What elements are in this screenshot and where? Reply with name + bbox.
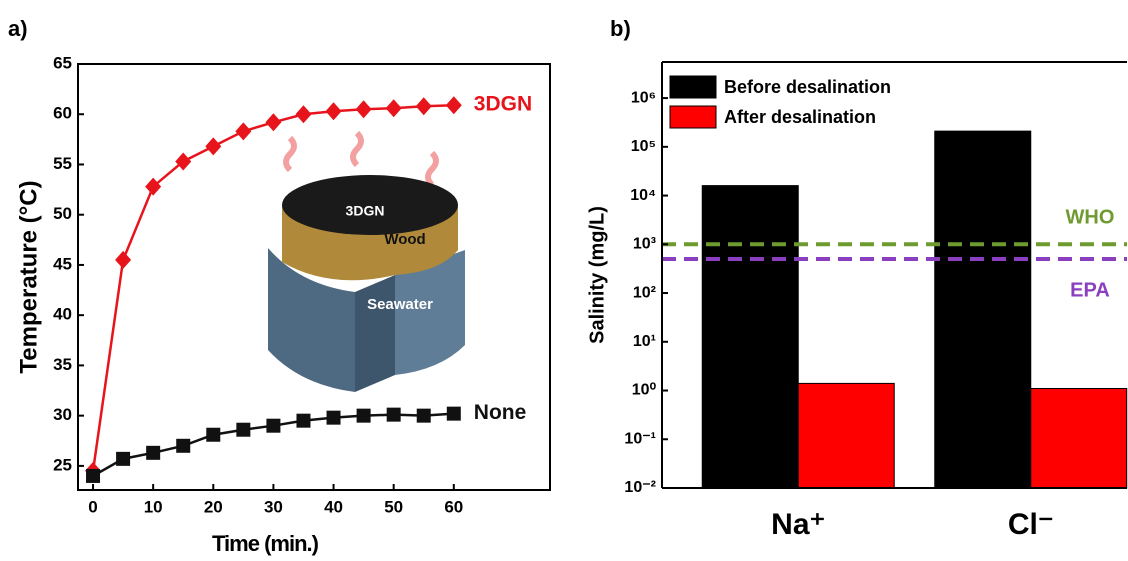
marker: [176, 439, 190, 453]
annotation: Seawater: [367, 296, 433, 313]
x-axis-title: Time (min.): [212, 531, 319, 556]
marker: [116, 452, 130, 466]
marker: [266, 419, 280, 433]
y-tick-label: 45: [53, 254, 72, 273]
y-tick-label: 10¹: [633, 333, 656, 350]
y-tick-label: 40: [53, 305, 72, 324]
y-tick-label: 10⁻¹: [624, 430, 656, 447]
y-tick-label: 10⁴: [630, 187, 656, 204]
series-label: 3DGN: [474, 93, 532, 116]
y-tick-label: 10⁶: [631, 89, 656, 106]
legend-swatch: [670, 76, 716, 98]
marker: [416, 97, 432, 115]
marker: [265, 113, 281, 131]
marker: [327, 411, 341, 425]
marker: [296, 414, 310, 428]
marker: [326, 102, 342, 120]
y-tick-label: 35: [53, 355, 72, 374]
bar: [702, 186, 798, 488]
figure: a) 25 30 35 40 45 50 55 60 65 0 10 20 30 40 50 60 Time (m…: [0, 0, 1128, 561]
reference-label: WHO: [1066, 207, 1115, 229]
reference-label: EPA: [1070, 279, 1110, 301]
annotation: Wood: [384, 231, 425, 248]
y-tick-label: 10⁻²: [624, 479, 656, 496]
marker: [86, 469, 100, 483]
panel-label: a): [8, 16, 28, 41]
y-tick-label: 50: [53, 204, 72, 223]
marker: [446, 96, 462, 114]
marker: [206, 428, 220, 442]
x-tick-label: 40: [324, 497, 343, 516]
y-tick-label: 30: [53, 405, 72, 424]
marker: [115, 251, 131, 269]
heat-wave: [428, 153, 436, 185]
y-tick-label: 10³: [633, 236, 656, 253]
x-tick-label: Na⁺: [771, 508, 825, 541]
y-tick-label: 55: [53, 154, 72, 173]
marker: [356, 100, 372, 118]
marker: [447, 407, 461, 421]
marker: [387, 408, 401, 422]
marker: [146, 446, 160, 460]
y-tick-label: 25: [53, 455, 72, 474]
y-tick-label: 10⁵: [631, 138, 656, 155]
marker: [295, 105, 311, 123]
y-tick-label: 10⁰: [632, 382, 657, 399]
marker: [417, 409, 431, 423]
x-tick-label: 60: [444, 497, 463, 516]
marker: [236, 423, 250, 437]
x-tick-label: 30: [264, 497, 283, 516]
x-tick-label: 20: [204, 497, 223, 516]
marker: [357, 409, 371, 423]
heat-wave: [353, 133, 361, 165]
bar: [1031, 389, 1127, 488]
legend-label: Before desalination: [724, 77, 891, 97]
y-axis-title: Salinity (mg/L): [586, 206, 608, 344]
y-tick-label: 10²: [633, 284, 656, 301]
seawater-cut: [355, 275, 395, 392]
y-tick-label: 60: [53, 104, 72, 123]
marker: [205, 137, 221, 155]
x-tick-label: Cl⁻: [1008, 508, 1054, 541]
legend-swatch: [670, 106, 716, 128]
x-tick-label: 10: [144, 497, 163, 516]
panel-label: b): [610, 16, 631, 41]
inset-diagram: 3DGN Wood Seawater: [268, 133, 465, 392]
annotation: 3DGN: [346, 203, 385, 219]
heat-wave: [286, 138, 294, 170]
marker: [235, 122, 251, 140]
y-tick-label: 65: [53, 53, 72, 72]
series-label: None: [474, 401, 526, 424]
legend-label: After desalination: [724, 107, 876, 127]
plot-frame: [78, 64, 550, 490]
bar: [935, 131, 1031, 488]
bar: [798, 383, 894, 488]
marker: [386, 99, 402, 117]
y-axis-title: Temperature (°C): [15, 180, 42, 373]
x-tick-label: 50: [384, 497, 403, 516]
x-tick-label: 0: [88, 497, 97, 516]
